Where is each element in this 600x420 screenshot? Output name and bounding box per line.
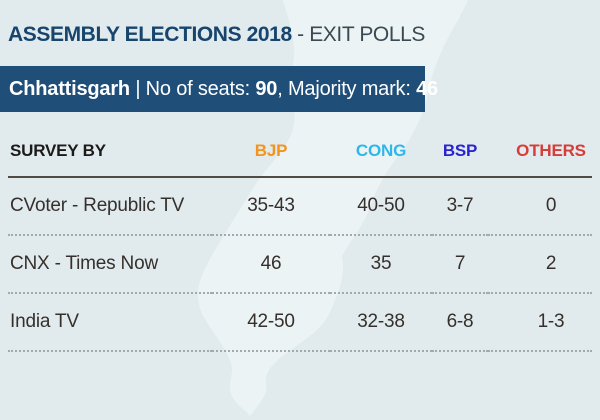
table-row: India TV 42-50 32-38 6-8 1-3 (8, 293, 592, 351)
page-title: ASSEMBLY ELECTIONS 2018 - EXIT POLLS (8, 23, 425, 47)
header-bjp: BJP (254, 141, 288, 160)
cong-value: 35 (370, 253, 392, 274)
survey-name: India TV (10, 311, 79, 332)
others-value: 2 (545, 253, 557, 274)
bjp-value: 42-50 (247, 311, 295, 332)
state-info-banner: Chhattisgarh | No of seats: 90, Majority… (0, 66, 438, 112)
cong-value: 40-50 (357, 195, 405, 216)
state-name: Chhattisgarh (9, 78, 130, 100)
header-others: OTHERS (516, 141, 586, 160)
banner-comma: , (277, 78, 283, 100)
others-value: 1-3 (537, 311, 565, 332)
title-suffix: - EXIT POLLS (297, 23, 426, 46)
seats-label: No of seats: (145, 78, 251, 100)
seats-value: 90 (255, 78, 278, 100)
table-row: CNX - Times Now 46 35 7 2 (8, 235, 592, 293)
cong-value: 32-38 (357, 311, 405, 332)
bsp-value: 3-7 (446, 195, 474, 216)
header-cong: CONG (355, 141, 407, 160)
table-header-row: SURVEY BY BJP CONG BSP OTHERS (8, 112, 592, 177)
header-survey-by: SURVEY BY (10, 141, 106, 160)
banner-divider: | (135, 78, 141, 100)
others-value: 0 (545, 195, 557, 216)
bjp-value: 35-43 (247, 195, 295, 216)
table-row: CVoter - Republic TV 35-43 40-50 3-7 0 (8, 177, 592, 235)
bsp-value: 6-8 (446, 311, 474, 332)
majority-value: 46 (416, 78, 438, 100)
majority-label: Majority mark: (287, 78, 411, 100)
header-bsp: BSP (442, 141, 478, 160)
bjp-value: 46 (260, 253, 282, 274)
title-main: ASSEMBLY ELECTIONS 2018 (8, 23, 292, 46)
survey-name: CNX - Times Now (10, 253, 158, 274)
bsp-value: 7 (454, 253, 466, 274)
exit-polls-table: SURVEY BY BJP CONG BSP OTHERS CVoter - R… (8, 112, 592, 352)
survey-name: CVoter - Republic TV (10, 195, 185, 216)
